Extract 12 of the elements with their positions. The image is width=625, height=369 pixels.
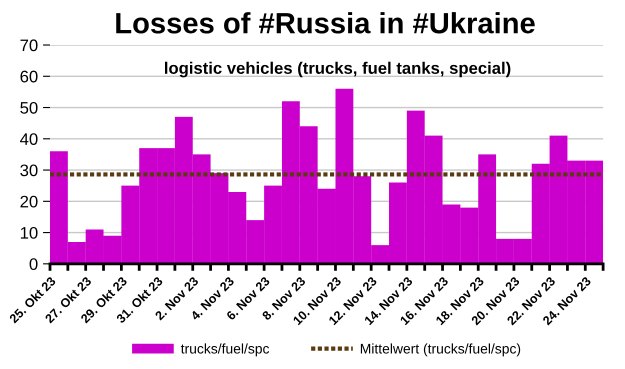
text: logistic vehicles (trucks, fuel tanks, special) [165,62,510,78]
legend-label: Mittelwert (trucks/fuel/spc) [360,343,520,356]
y-tick-label: 0 [30,258,38,270]
y-tick-label: 70 [20,39,38,52]
y-tick-label: 40 [20,133,38,145]
y-tick-label: 60 [20,70,38,82]
y-tick-label: 20 [20,196,38,208]
chart-title: Losses of #Russia in #Ukraine [116,12,535,34]
y-tick-label: 10 [20,226,38,239]
y-tick-label: 30 [20,164,38,176]
y-tick-label: 50 [20,102,38,114]
legend-label: trucks/fuel/spc [180,343,270,356]
